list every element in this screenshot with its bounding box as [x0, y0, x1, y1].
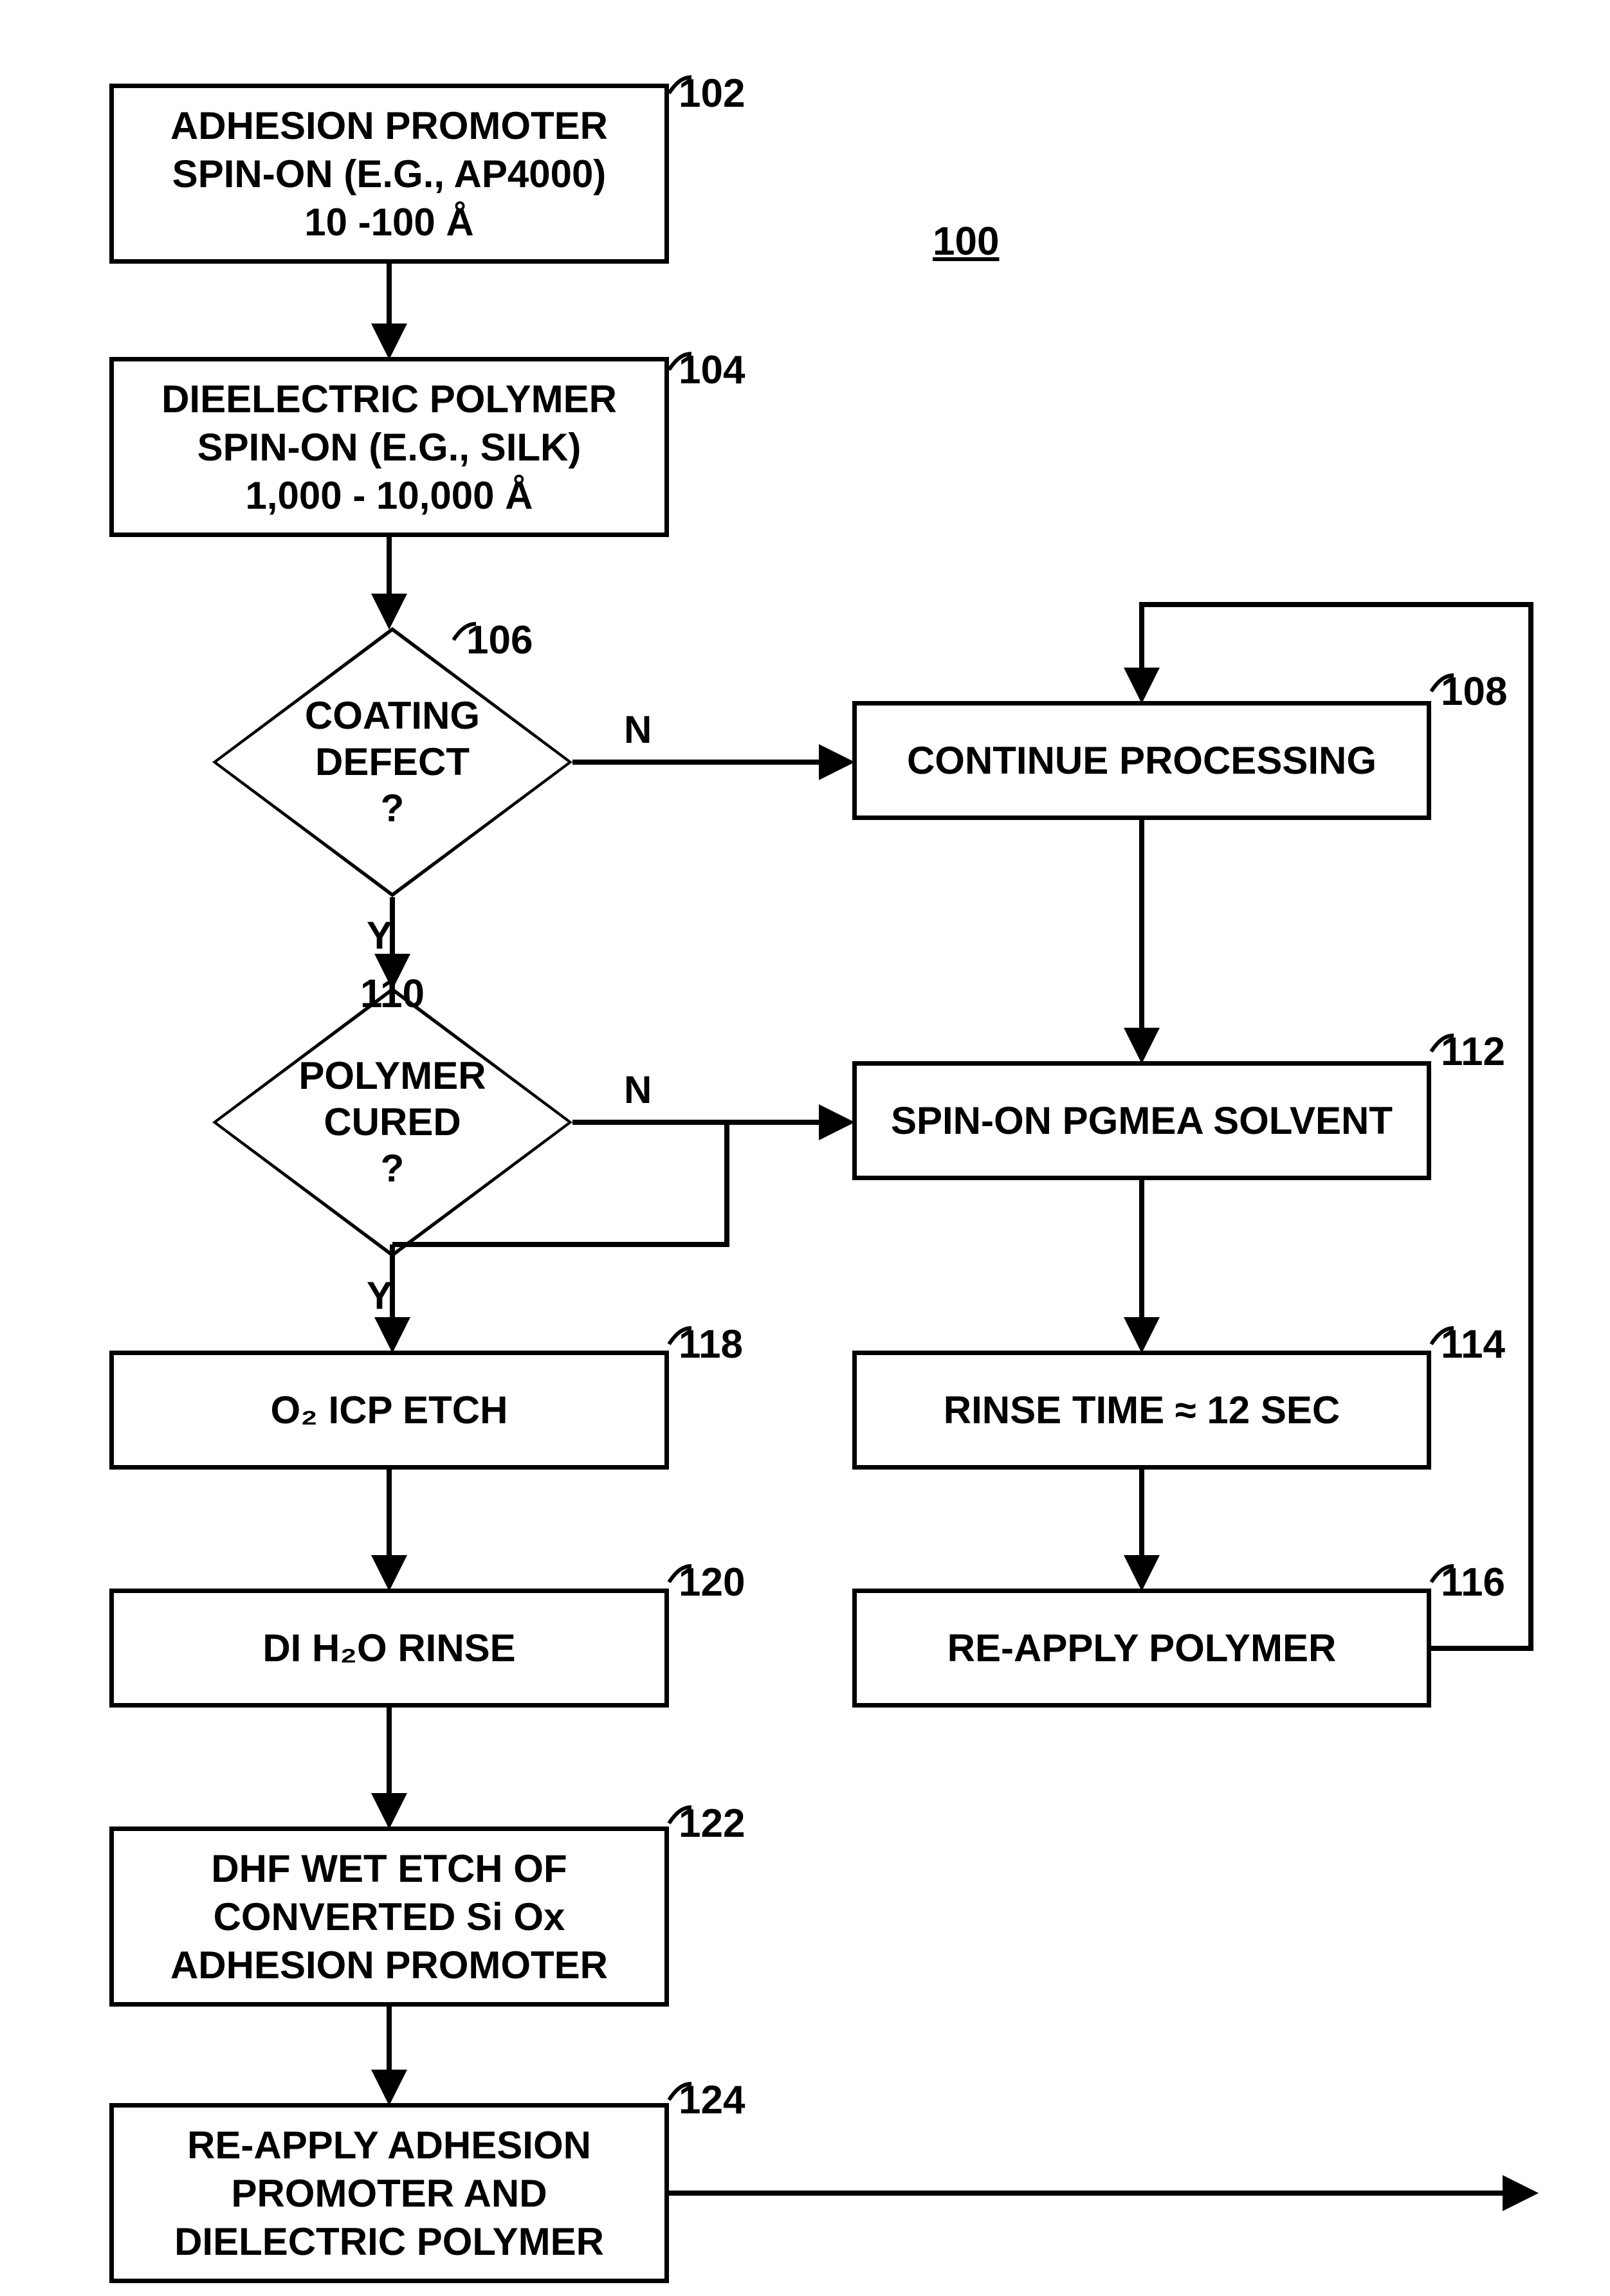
- node-114-text: RINSE TIME ≈ 12 SEC: [944, 1386, 1340, 1434]
- node-114-num: 114: [1441, 1322, 1505, 1367]
- node-110: POLYMERCURED?: [212, 987, 572, 1257]
- node-104-text: DIEELECTRIC POLYMERSPIN-ON (E.G., SILK)1…: [161, 375, 617, 520]
- node-120-text: DI H₂O RINSE: [262, 1624, 515, 1672]
- node-116-num: 116: [1441, 1560, 1505, 1605]
- node-112-num: 112: [1441, 1029, 1505, 1075]
- node-104-num: 104: [679, 347, 745, 393]
- label-106-y: Y: [367, 913, 392, 958]
- node-116-text: RE-APPLY POLYMER: [947, 1624, 1337, 1672]
- node-118-text: O₂ ICP ETCH: [271, 1386, 508, 1434]
- flowchart-canvas: 100 ADHESION PROMOTERSPIN-ON (E.G., AP40…: [0, 0, 1610, 2296]
- node-102-num: 102: [679, 71, 745, 116]
- node-116: RE-APPLY POLYMER: [852, 1589, 1431, 1708]
- node-122-text: DHF WET ETCH OFCONVERTED Si OxADHESION P…: [170, 1845, 608, 1989]
- label-106-n: N: [624, 707, 652, 752]
- label-110-n: N: [624, 1068, 652, 1112]
- node-124-num: 124: [679, 2077, 745, 2123]
- node-106-text: COATINGDEFECT?: [305, 693, 480, 832]
- node-102-text: ADHESION PROMOTERSPIN-ON (E.G., AP4000)1…: [170, 102, 608, 246]
- node-114: RINSE TIME ≈ 12 SEC: [852, 1351, 1431, 1470]
- node-124-text: RE-APPLY ADHESIONPROMOTER ANDDIELECTRIC …: [174, 2121, 604, 2266]
- node-118: O₂ ICP ETCH: [109, 1351, 669, 1470]
- node-120: DI H₂O RINSE: [109, 1589, 669, 1708]
- figure-number: 100: [933, 219, 999, 264]
- node-108-text: CONTINUE PROCESSING: [907, 736, 1377, 785]
- node-112: SPIN-ON PGMEA SOLVENT: [852, 1061, 1431, 1180]
- node-124: RE-APPLY ADHESIONPROMOTER ANDDIELECTRIC …: [109, 2103, 669, 2283]
- node-120-num: 120: [679, 1560, 745, 1605]
- node-108: CONTINUE PROCESSING: [852, 701, 1431, 820]
- node-108-num: 108: [1441, 669, 1507, 715]
- node-122: DHF WET ETCH OFCONVERTED Si OxADHESION P…: [109, 1827, 669, 2007]
- node-118-num: 118: [679, 1322, 743, 1367]
- node-110-num: 110: [360, 971, 425, 1017]
- node-102: ADHESION PROMOTERSPIN-ON (E.G., AP4000)1…: [109, 84, 669, 264]
- node-106: COATINGDEFECT?: [212, 627, 572, 897]
- node-112-text: SPIN-ON PGMEA SOLVENT: [891, 1097, 1393, 1145]
- label-110-y: Y: [367, 1273, 392, 1318]
- node-122-num: 122: [679, 1801, 745, 1846]
- node-104: DIEELECTRIC POLYMERSPIN-ON (E.G., SILK)1…: [109, 357, 669, 537]
- node-106-num: 106: [466, 617, 533, 663]
- node-110-text: POLYMERCURED?: [298, 1053, 486, 1192]
